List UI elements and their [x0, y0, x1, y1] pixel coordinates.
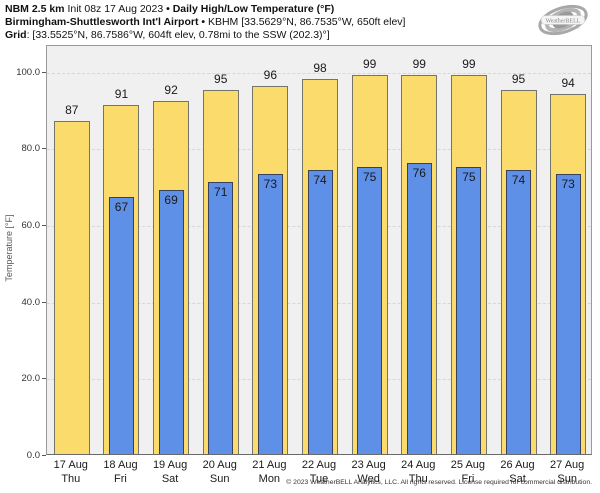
low-temp-value: 75	[462, 169, 476, 184]
y-tick-mark	[42, 71, 46, 73]
y-tick-label: 40.0	[21, 296, 41, 308]
low-temp-value: 73	[561, 177, 575, 192]
x-axis-label: 24 Aug Thu	[392, 459, 444, 486]
weekday-label: Sun	[557, 472, 577, 485]
date-label: 20 Aug	[202, 459, 237, 471]
high-temp-value: 92	[164, 83, 178, 98]
date-label: 21 Aug	[252, 459, 287, 471]
date-label: 23 Aug	[351, 459, 386, 471]
plot-area: 87 91 67 92 69 95 71 96 73 98 74 99 75 99 76 99 75 95 74 94…	[46, 45, 592, 455]
low-temp-value: 71	[214, 184, 228, 199]
weatherbell-logo: WeatherBELL Analytics LLC	[538, 4, 588, 36]
header-line-3: Grid: [33.5525°N, 86.7586°W, 604ft elev,…	[5, 29, 405, 42]
y-tick-mark	[42, 378, 46, 380]
bullet-separator: •	[166, 3, 173, 15]
high-temp-value: 99	[362, 56, 377, 71]
x-axis-label: 19 Aug Sat	[144, 459, 196, 486]
y-axis-title: Temperature [°F]	[4, 214, 14, 282]
weekday-label: Fri	[114, 472, 127, 485]
low-temp-value: 75	[362, 169, 377, 184]
x-axis-label: 20 Aug Sun	[194, 459, 246, 486]
low-temp-bar: 73	[257, 174, 283, 454]
y-tick-label: 80.0	[21, 143, 41, 155]
low-temp-bar: 74	[307, 170, 333, 454]
low-temp-value: 74	[511, 173, 526, 188]
logo-text: WeatherBELL	[546, 19, 581, 25]
init-time: Init 08z 17 Aug 2023	[64, 3, 167, 15]
header-line-2: Birmingham-Shuttlesworth Int'l Airport •…	[5, 16, 405, 29]
low-temp-bar: 73	[555, 174, 581, 454]
low-temp-bar: 67	[108, 197, 134, 454]
high-temp-value: 94	[561, 75, 575, 90]
low-temp-value: 76	[412, 165, 426, 180]
high-temp-value: 99	[412, 56, 426, 71]
weekday-label: Mon	[258, 472, 281, 485]
grid-label: Grid	[5, 29, 27, 41]
date-label: 19 Aug	[152, 459, 188, 471]
high-temp-value: 87	[65, 102, 79, 117]
low-temp-bar: 71	[208, 181, 234, 454]
copyright-notice: © 2023 WeatherBELL Analytics, LLC. All r…	[286, 479, 592, 486]
y-tick-label: 100.0	[16, 66, 40, 78]
weekday-label: Fri	[461, 472, 475, 485]
high-temp-value: 95	[214, 71, 228, 86]
high-temp-value: 99	[462, 56, 476, 71]
x-axis-label: 22 Aug Tue	[293, 459, 345, 486]
y-tick-label: 20.0	[21, 373, 41, 385]
weekday-label: Sat	[509, 472, 526, 485]
weekday-label: Tue	[309, 472, 329, 485]
low-temp-value: 69	[164, 192, 178, 207]
low-temp-value: 74	[313, 173, 327, 188]
date-label: 22 Aug	[301, 459, 337, 471]
grid-details: : [33.5525°N, 86.7586°W, 604ft elev, 0.7…	[26, 29, 330, 41]
weekday-label: Sun	[209, 472, 230, 485]
x-axis-label: 26 Aug Sat	[492, 459, 544, 486]
high-temp-value: 95	[511, 71, 526, 86]
weekday-label: Thu	[61, 472, 81, 485]
low-temp-value: 73	[263, 177, 278, 192]
low-temp-bar: 74	[506, 170, 532, 454]
y-tick-mark	[42, 148, 46, 150]
date-label: 18 Aug	[103, 459, 138, 471]
station-separator: •	[198, 16, 208, 28]
low-temp-bar: 76	[406, 162, 432, 454]
y-tick-label: 0.0	[26, 450, 40, 461]
low-temp-bar: 75	[357, 166, 383, 454]
date-label: 17 Aug	[53, 459, 88, 471]
date-label: 25 Aug	[450, 459, 486, 471]
high-temp-value: 96	[263, 68, 278, 83]
model-name: NBM 2.5 km	[5, 3, 65, 15]
station-name: Birmingham-Shuttlesworth Int'l Airport	[5, 16, 199, 28]
date-label: 24 Aug	[401, 459, 436, 471]
gridline	[47, 72, 591, 74]
x-axis-label: 21 Aug Mon	[243, 459, 295, 486]
x-axis-label: 27 Aug Sun	[541, 459, 593, 486]
chart-header: NBM 2.5 km Init 08z 17 Aug 2023 • Daily …	[5, 3, 405, 42]
weekday-label: Wed	[357, 472, 380, 485]
x-axis-label: 17 Aug Thu	[45, 459, 97, 486]
x-axis-label: 23 Aug Wed	[343, 459, 395, 486]
date-label: 27 Aug	[550, 459, 585, 471]
low-temp-bar: 75	[456, 166, 482, 454]
station-details: KBHM [33.5629°N, 86.7535°W, 650ft elev]	[207, 16, 406, 28]
x-axis-label: 25 Aug Fri	[442, 459, 494, 486]
date-label: 26 Aug	[500, 459, 535, 471]
weekday-label: Thu	[408, 472, 428, 485]
y-tick-mark	[42, 455, 46, 456]
low-temp-value: 67	[114, 200, 129, 215]
product-title: Daily High/Low Temperature (°F)	[172, 3, 335, 15]
high-temp-bar	[53, 120, 90, 454]
header-line-1: NBM 2.5 km Init 08z 17 Aug 2023 • Daily …	[5, 3, 405, 16]
low-temp-bar: 69	[158, 189, 184, 454]
y-tick-label: 60.0	[21, 220, 41, 232]
high-temp-value: 91	[114, 87, 129, 102]
high-temp-value: 98	[313, 60, 327, 75]
x-axis-label: 18 Aug Fri	[94, 459, 146, 486]
weekday-label: Sat	[161, 472, 179, 485]
svg-text:Analytics LLC: Analytics LLC	[564, 26, 580, 30]
y-tick-mark	[42, 225, 46, 227]
y-tick-mark	[42, 301, 46, 303]
